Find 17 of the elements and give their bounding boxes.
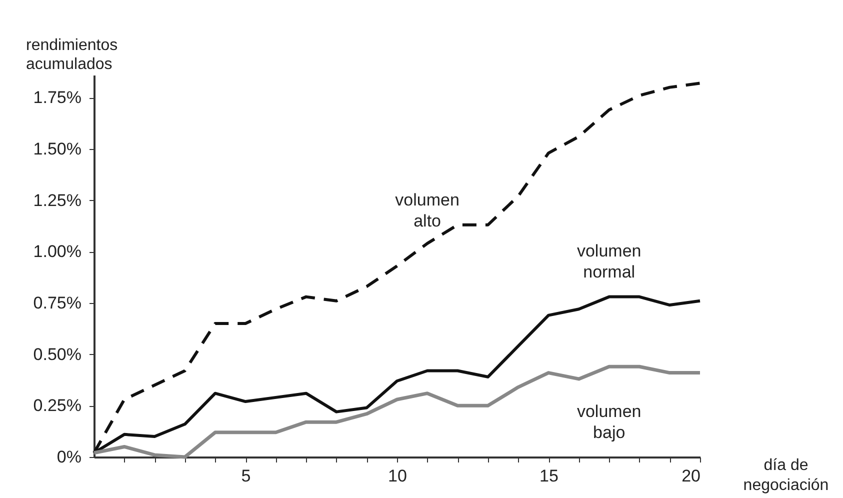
y-axis-title: rendimientos acumulados [26, 37, 118, 73]
x-tick-label: 10 [388, 466, 407, 486]
x-tick-label: 15 [540, 466, 558, 486]
x-tick-label: 5 [241, 466, 251, 486]
series-label: volumen bajo [576, 402, 642, 442]
y-tick-label: 1.75% [33, 88, 82, 108]
y-tick-label: 1.00% [33, 242, 82, 262]
y-tick-label: 1.25% [33, 190, 82, 210]
y-tick-label: 0.50% [33, 344, 82, 364]
series-label: volumen alto [395, 190, 460, 230]
y-tick-label: 0.25% [33, 396, 82, 416]
y-tick-label: 0.75% [33, 293, 82, 312]
x-tick-label: 20 [682, 466, 700, 486]
y-tick-label: 0% [56, 448, 82, 466]
series-label: volumen normal [576, 242, 642, 282]
y-tick-label: 1.50% [33, 139, 82, 158]
x-axis-title: día de negociación [743, 457, 829, 494]
